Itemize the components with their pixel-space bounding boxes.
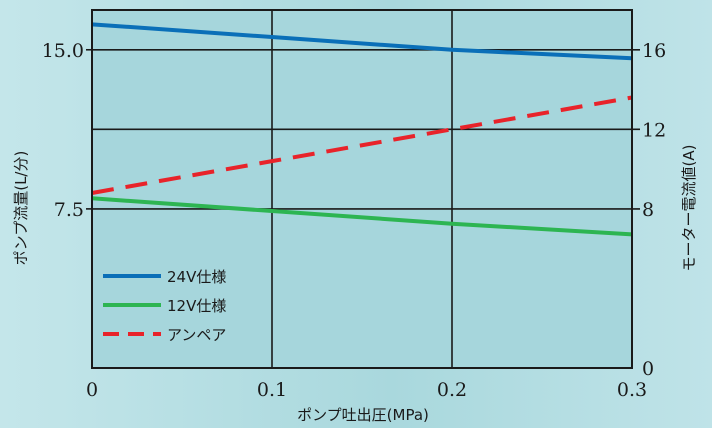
plot-area <box>92 10 632 368</box>
y2-tick-label: 0 <box>642 358 654 380</box>
series-line-3 <box>91 95 633 195</box>
y-tick-label: 15.0 <box>42 40 84 62</box>
y-tick-label: 7.5 <box>54 199 84 221</box>
x-tick-label: 0.1 <box>257 379 287 401</box>
x-tick-label: 0 <box>86 379 98 401</box>
plot-frame <box>91 9 633 369</box>
x-tick-label: 0.3 <box>617 379 647 401</box>
x-tick-labels: 0 0.1 0.2 0.3 <box>86 379 647 401</box>
series-line-1 <box>91 22 633 61</box>
legend-label-2: 12V仕様 <box>167 297 226 315</box>
legend-label-1: 24V仕様 <box>167 268 226 286</box>
y2-tick-label: 16 <box>642 40 666 62</box>
grid-lines <box>86 10 640 368</box>
y2-tick-label: 8 <box>642 199 654 221</box>
series-line-2 <box>91 196 633 237</box>
y-tick-labels: 7.5 15.0 <box>42 40 84 221</box>
x-tick-label: 0.2 <box>437 379 467 401</box>
y2-tick-label: 12 <box>642 119 666 141</box>
y-axis-label: ポンプ流量(L/分) <box>12 151 30 266</box>
y2-axis-label: モーター電流値(A) <box>680 145 698 272</box>
series-layer <box>91 22 633 237</box>
legend-label-3: アンペア <box>167 326 226 344</box>
x-axis-label: ポンプ吐出圧(MPa) <box>297 406 429 424</box>
y2-tick-labels: 0 8 12 16 <box>642 40 666 380</box>
